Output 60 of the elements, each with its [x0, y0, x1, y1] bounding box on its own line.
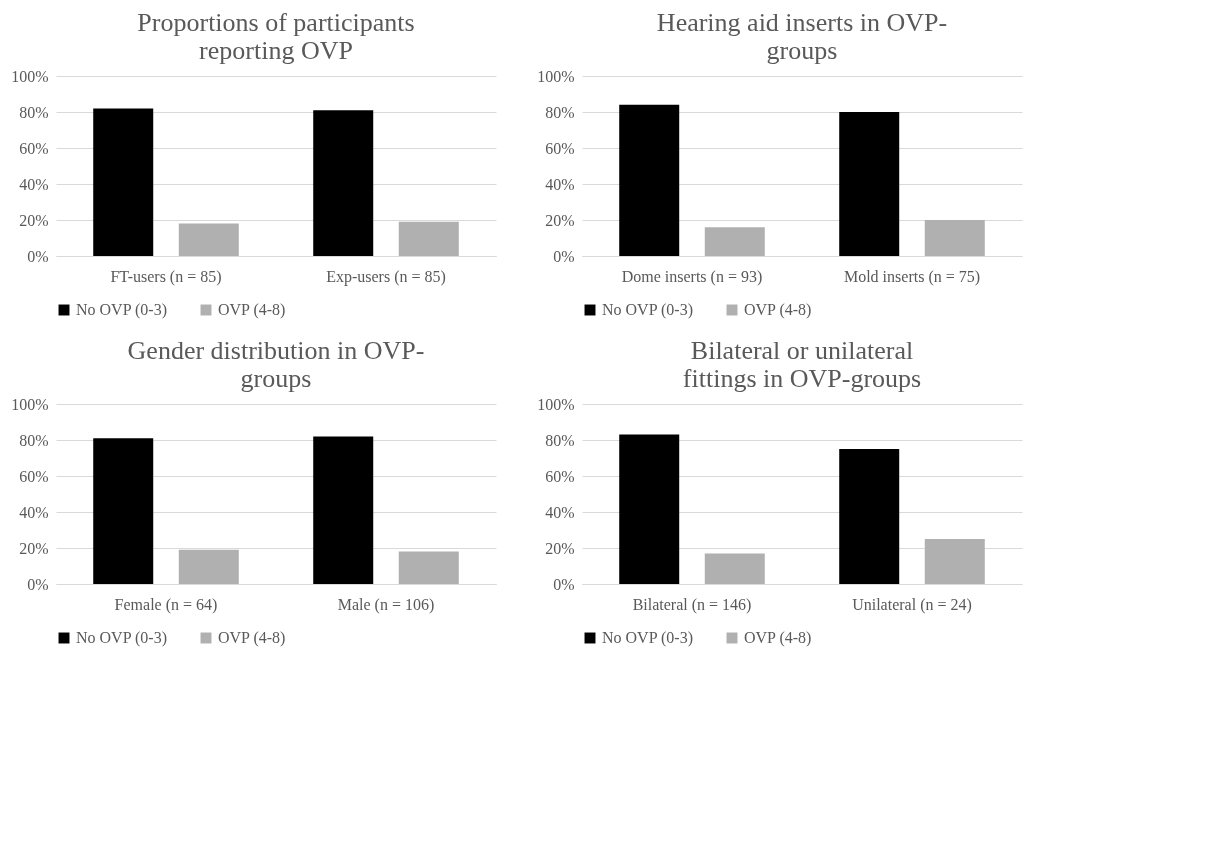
- bar: [313, 110, 374, 256]
- y-tick-label: 0%: [27, 575, 49, 593]
- y-tick-label: 0%: [553, 247, 575, 265]
- y-tick-label: 60%: [19, 139, 49, 157]
- y-tick-label: 20%: [545, 211, 575, 229]
- chart-title: Gender distribution in OVP-groups: [127, 336, 425, 393]
- legend-label: No OVP (0-3): [602, 301, 693, 319]
- y-tick-label: 80%: [545, 103, 575, 121]
- y-tick-label: 40%: [19, 175, 49, 193]
- bar: [313, 436, 374, 584]
- y-tick-label: 0%: [553, 575, 575, 593]
- y-tick-label: 0%: [27, 247, 49, 265]
- x-tick-label: Female (n = 64): [114, 595, 218, 614]
- bar: [704, 227, 765, 256]
- x-tick-label: FT-users (n = 85): [110, 267, 222, 286]
- legend-label: OVP (4-8): [744, 629, 812, 647]
- bar: [178, 549, 239, 584]
- bar: [398, 551, 459, 584]
- bar: [704, 553, 765, 584]
- legend-label: No OVP (0-3): [76, 301, 167, 319]
- x-tick-label: Unilateral (n = 24): [852, 595, 972, 614]
- legend-label: No OVP (0-3): [76, 629, 167, 647]
- y-tick-label: 20%: [19, 539, 49, 557]
- y-tick-label: 60%: [545, 139, 575, 157]
- y-tick-label: 80%: [19, 431, 49, 449]
- y-tick-label: 80%: [545, 431, 575, 449]
- y-tick-label: 100%: [11, 67, 49, 85]
- bar: [178, 223, 239, 256]
- chart-title: Proportions of participants reporting OVP: [137, 8, 415, 65]
- legend-label: OVP (4-8): [218, 301, 286, 319]
- y-tick-label: 100%: [537, 395, 575, 413]
- bar: [839, 449, 900, 584]
- x-tick-label: Exp-users (n = 85): [326, 267, 446, 286]
- x-tick-label: Bilateral (n = 146): [632, 595, 752, 614]
- bar: [619, 104, 680, 256]
- y-tick-label: 20%: [19, 211, 49, 229]
- y-tick-label: 40%: [545, 503, 575, 521]
- bar: [924, 539, 985, 584]
- chart-title: Hearing aid inserts in OVP-groups: [656, 8, 948, 65]
- bar: [398, 221, 459, 256]
- x-tick-label: Male (n = 106): [337, 595, 435, 614]
- bar: [619, 434, 680, 584]
- y-tick-label: 40%: [19, 503, 49, 521]
- bar: [93, 108, 154, 256]
- y-tick-label: 100%: [537, 67, 575, 85]
- bar: [839, 112, 900, 256]
- y-tick-label: 80%: [19, 103, 49, 121]
- y-tick-label: 40%: [545, 175, 575, 193]
- bar: [924, 220, 985, 256]
- legend-label: OVP (4-8): [218, 629, 286, 647]
- legend-label: No OVP (0-3): [602, 629, 693, 647]
- x-tick-label: Dome inserts (n = 93): [621, 267, 763, 286]
- y-tick-label: 20%: [545, 539, 575, 557]
- bar: [93, 438, 154, 584]
- chart-title: Bilateral or unilateral fittings in OVP-groups: [682, 336, 922, 393]
- y-tick-label: 60%: [545, 467, 575, 485]
- x-tick-label: Mold inserts (n = 75): [843, 267, 981, 286]
- y-tick-label: 60%: [19, 467, 49, 485]
- legend-label: OVP (4-8): [744, 301, 812, 319]
- y-tick-label: 100%: [11, 395, 49, 413]
